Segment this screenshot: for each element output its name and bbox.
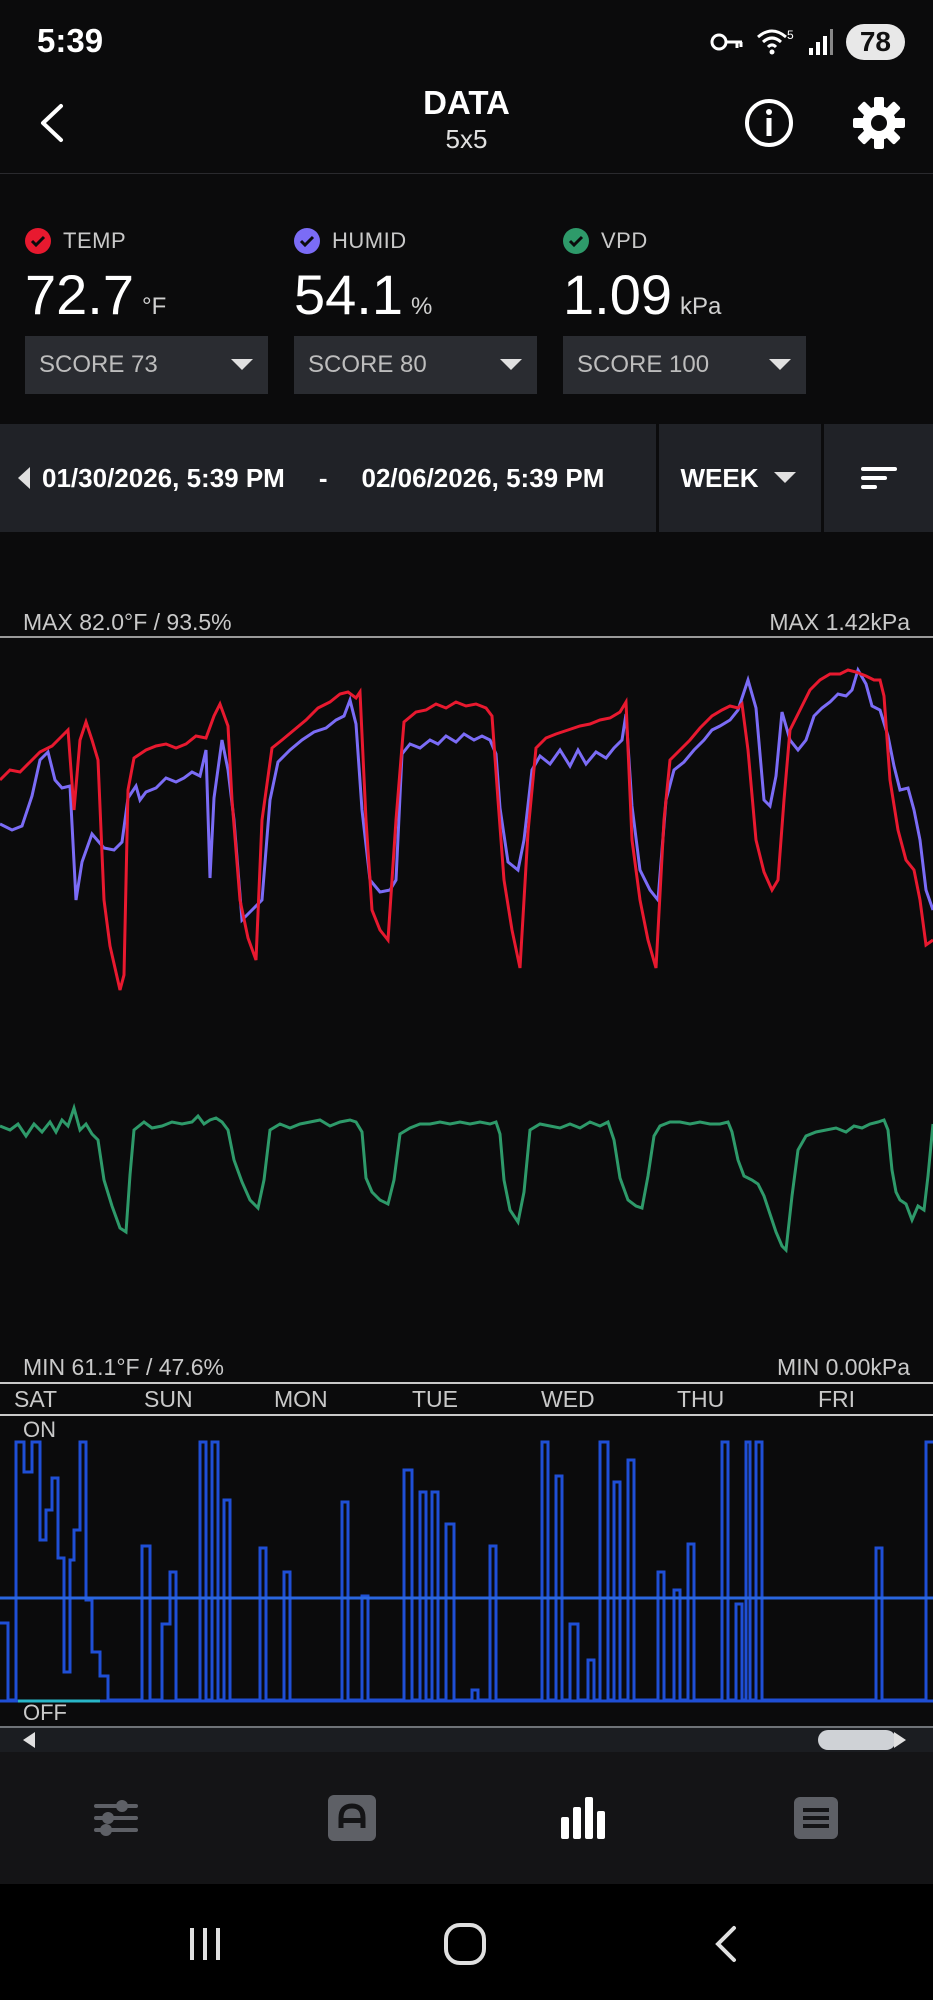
period-label: WEEK bbox=[680, 462, 759, 493]
day-label: SAT bbox=[14, 1386, 58, 1412]
sensor-value: 1.09 bbox=[563, 263, 672, 326]
caret-left-icon[interactable] bbox=[14, 466, 34, 490]
nav-automation[interactable] bbox=[322, 1788, 382, 1848]
page-title: DATA bbox=[423, 84, 510, 121]
vpd-line bbox=[0, 1102, 933, 1254]
app-header: DATA 5x5 bbox=[0, 80, 933, 174]
settings-button[interactable] bbox=[850, 94, 908, 152]
max-vpd-label: MAX 1.42kPa bbox=[769, 609, 910, 635]
signal-icon bbox=[808, 29, 833, 55]
bottom-nav bbox=[0, 1752, 933, 1884]
date-start[interactable]: 01/30/2026, 5:39 PM bbox=[42, 462, 285, 493]
status-time: 5:39 bbox=[37, 22, 104, 59]
system-back-button[interactable] bbox=[698, 1914, 758, 1974]
sort-button[interactable] bbox=[821, 424, 933, 532]
sort-icon bbox=[860, 467, 897, 489]
sensor-vpd: VPD 1.09 kPa SCORE 100 bbox=[563, 226, 808, 394]
sensor-humid: HUMID 54.1 % SCORE 80 bbox=[294, 226, 539, 394]
info-icon bbox=[745, 99, 793, 147]
sensor-label: VPD bbox=[601, 228, 648, 253]
day-label: SUN bbox=[144, 1386, 193, 1412]
date-range-bar: 01/30/2026, 5:39 PM - 02/06/2026, 5:39 P… bbox=[0, 424, 933, 532]
sensor-value: 72.7 bbox=[25, 263, 134, 326]
check-icon[interactable] bbox=[294, 228, 320, 254]
system-nav-bar bbox=[0, 1884, 933, 2000]
sensor-readings: TEMP 72.7 °F SCORE 73 HUMID 54.1 % SCORE… bbox=[0, 174, 933, 424]
caret-down-icon bbox=[769, 359, 791, 370]
bar-chart-icon bbox=[561, 1797, 605, 1839]
caret-right-icon[interactable] bbox=[893, 1731, 907, 1749]
score-dropdown[interactable]: SCORE 73 bbox=[25, 336, 268, 394]
off-label: OFF bbox=[23, 1700, 67, 1725]
info-button[interactable] bbox=[742, 96, 796, 150]
sensor-label: HUMID bbox=[332, 228, 407, 253]
caret-left-icon[interactable] bbox=[22, 1731, 36, 1749]
min-vpd-label: MIN 0.00kPa bbox=[777, 1354, 910, 1380]
day-label: MON bbox=[274, 1386, 328, 1412]
on-label: ON bbox=[23, 1417, 56, 1442]
day-label: FRI bbox=[818, 1386, 856, 1412]
check-icon[interactable] bbox=[563, 228, 589, 254]
sensor-unit: kPa bbox=[680, 293, 722, 320]
nav-controls[interactable] bbox=[86, 1788, 146, 1848]
home-button[interactable] bbox=[435, 1914, 495, 1974]
sensor-temp: TEMP 72.7 °F SCORE 73 bbox=[25, 226, 270, 394]
wifi-badge: 5 bbox=[787, 28, 794, 42]
date-range-picker[interactable]: 01/30/2026, 5:39 PM - 02/06/2026, 5:39 P… bbox=[0, 424, 654, 532]
back-button[interactable] bbox=[28, 98, 78, 148]
wifi-icon: 5 bbox=[756, 28, 794, 55]
auto-mode-icon bbox=[328, 1795, 376, 1841]
status-bar: 5:39 5 78 bbox=[0, 0, 933, 80]
vpn-key-icon bbox=[710, 33, 743, 51]
caret-down-icon bbox=[773, 472, 796, 483]
date-separator: - bbox=[318, 462, 328, 493]
caret-down-icon bbox=[500, 359, 522, 370]
log-icon bbox=[794, 1797, 838, 1839]
nav-data[interactable] bbox=[553, 1788, 613, 1848]
sensor-value: 54.1 bbox=[294, 263, 403, 326]
day-label: TUE bbox=[412, 1386, 458, 1412]
temp-line bbox=[0, 668, 933, 991]
period-dropdown[interactable]: WEEK bbox=[656, 424, 818, 532]
score-dropdown[interactable]: SCORE 100 bbox=[563, 336, 806, 394]
caret-down-icon bbox=[231, 359, 253, 370]
max-temp-humid-label: MAX 82.0°F / 93.5% bbox=[23, 609, 232, 635]
score-label: SCORE 100 bbox=[577, 351, 710, 378]
status-icons: 5 78 bbox=[710, 20, 905, 64]
battery-indicator: 78 bbox=[845, 24, 905, 60]
score-label: SCORE 73 bbox=[39, 351, 158, 378]
device-state-line bbox=[0, 1440, 933, 1702]
humid-line bbox=[0, 666, 933, 924]
nav-log[interactable] bbox=[786, 1788, 846, 1848]
chart-area: MAX 82.0°F / 93.5% MAX 1.42kPa MIN 61.1°… bbox=[0, 600, 933, 1750]
sensor-unit: °F bbox=[142, 293, 167, 320]
score-dropdown[interactable]: SCORE 80 bbox=[294, 336, 537, 394]
scroll-thumb[interactable] bbox=[818, 1730, 896, 1750]
day-label: WED bbox=[541, 1386, 595, 1412]
date-end[interactable]: 02/06/2026, 5:39 PM bbox=[361, 462, 605, 493]
chart-scrollbar[interactable] bbox=[0, 1728, 933, 1752]
min-temp-humid-label: MIN 61.1°F / 47.6% bbox=[23, 1354, 224, 1380]
history-chart[interactable] bbox=[0, 600, 933, 1750]
home-icon bbox=[444, 1923, 486, 1965]
sensor-label: TEMP bbox=[63, 228, 127, 253]
recent-apps-button[interactable] bbox=[175, 1914, 235, 1974]
check-icon[interactable] bbox=[25, 228, 51, 254]
chevron-left-icon bbox=[715, 1926, 736, 1962]
score-label: SCORE 80 bbox=[308, 351, 427, 378]
recent-apps-icon bbox=[190, 1928, 220, 1960]
sensor-unit: % bbox=[411, 293, 433, 320]
sliders-icon bbox=[94, 1800, 138, 1836]
day-label: THU bbox=[677, 1386, 725, 1412]
gear-icon bbox=[853, 97, 905, 149]
chevron-left-icon bbox=[41, 104, 63, 142]
page-subtitle: 5x5 bbox=[445, 124, 488, 154]
